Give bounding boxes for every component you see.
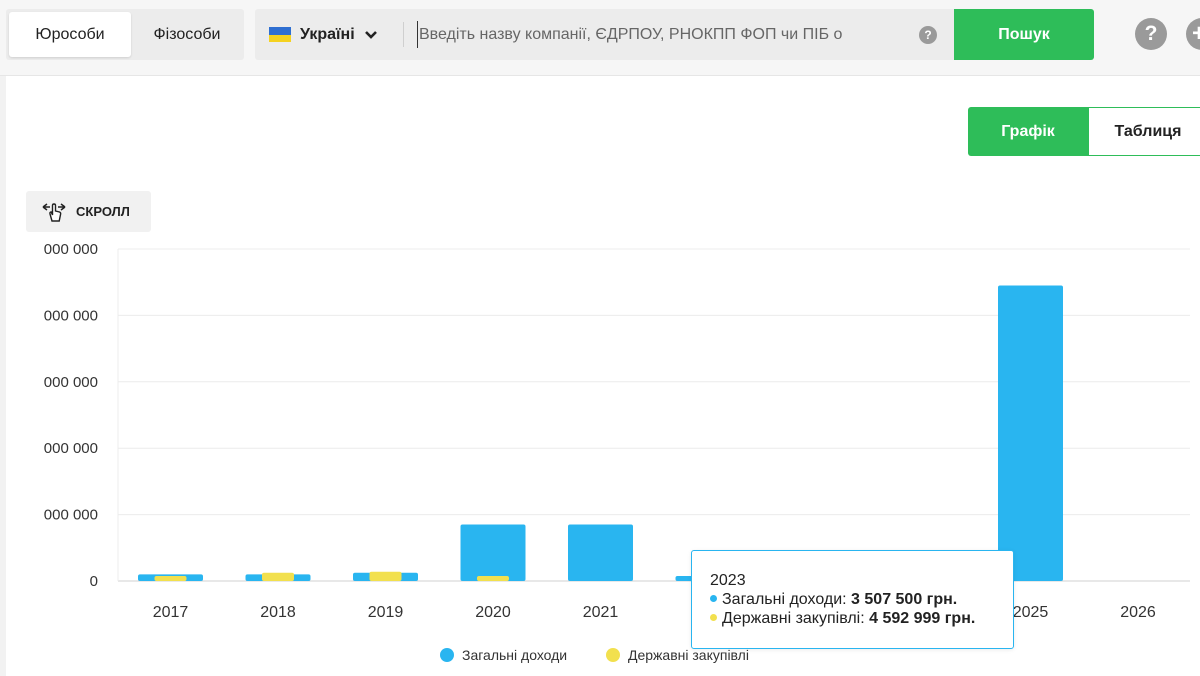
y-tick-label: 0 bbox=[90, 573, 98, 590]
swipe-hand-icon bbox=[42, 202, 66, 222]
x-tick-label: 2018 bbox=[260, 604, 296, 621]
top-bar: Юрособи Фізособи Україні ? Пошук ? + bbox=[0, 0, 1200, 76]
left-panel-edge bbox=[0, 76, 6, 676]
tooltip-procurement-dot bbox=[710, 614, 717, 622]
table-view-button[interactable]: Таблиця bbox=[1088, 107, 1200, 156]
help-icon[interactable]: ? bbox=[1135, 18, 1167, 50]
search-bar: Україні ? bbox=[255, 9, 954, 60]
tooltip-income-label: Загальні доходи: bbox=[722, 591, 847, 608]
legend-income-dot[interactable] bbox=[440, 648, 454, 662]
legend-income-label[interactable]: Загальні доходи bbox=[462, 647, 567, 663]
tooltip-procurement-row: Державні закупівлі: 4 592 999 грн. bbox=[710, 609, 1013, 628]
revenue-chart: 0 000 000 000 000 000 000 000 000 000 000 201… bbox=[44, 241, 1190, 663]
country-selector[interactable]: Україні bbox=[269, 9, 378, 60]
chevron-down-icon bbox=[364, 30, 377, 39]
y-tick-label: 000 000 bbox=[44, 507, 98, 524]
scroll-label: СКРОЛЛ bbox=[76, 204, 130, 219]
search-help-icon[interactable]: ? bbox=[919, 26, 937, 44]
scroll-button[interactable]: СКРОЛЛ bbox=[26, 191, 151, 232]
y-tick-label: 000 000 bbox=[44, 307, 98, 324]
x-tick-label: 2020 bbox=[475, 604, 511, 621]
y-tick-label: 000 000 bbox=[44, 374, 98, 391]
y-tick-label: 000 000 bbox=[44, 440, 98, 457]
bar-procurement-2018[interactable] bbox=[262, 572, 294, 581]
entity-type-tabs: Юрособи Фізособи bbox=[6, 9, 244, 60]
view-toggle: Графік Таблиця bbox=[968, 107, 1200, 156]
bar-income-2020[interactable] bbox=[460, 524, 526, 581]
ukraine-flag-icon bbox=[269, 27, 291, 42]
tooltip-procurement-value: 4 592 999 грн. bbox=[869, 610, 976, 627]
tab-individuals[interactable]: Фізособи bbox=[153, 26, 221, 43]
tooltip-income-row: Загальні доходи: 3 507 500 грн. bbox=[710, 590, 1013, 609]
country-label: Україні bbox=[300, 25, 355, 43]
search-input[interactable] bbox=[417, 21, 901, 48]
bar-procurement-2019[interactable] bbox=[369, 571, 402, 581]
tab-legal-entities[interactable]: Юрособи bbox=[9, 12, 131, 57]
tooltip-income-dot bbox=[710, 595, 717, 603]
legend-procurement-dot[interactable] bbox=[606, 648, 620, 662]
tooltip-procurement-label: Державні закупівлі: bbox=[722, 610, 865, 627]
x-tick-label: 2026 bbox=[1120, 604, 1156, 621]
bar-procurement-2020[interactable] bbox=[477, 576, 509, 581]
bar-income-2021[interactable] bbox=[568, 524, 633, 581]
add-icon[interactable]: + bbox=[1186, 18, 1200, 50]
bar-income-2025[interactable] bbox=[998, 285, 1063, 581]
x-tick-label: 2017 bbox=[153, 604, 189, 621]
chart-tooltip: 2023 Загальні доходи: 3 507 500 грн. Дер… bbox=[691, 550, 1014, 649]
x-tick-label: 2025 bbox=[1013, 604, 1049, 621]
graph-view-button[interactable]: Графік bbox=[968, 107, 1088, 156]
divider bbox=[403, 22, 404, 47]
y-tick-label: 000 000 bbox=[44, 241, 98, 258]
tooltip-income-value: 3 507 500 грн. bbox=[851, 591, 958, 608]
x-tick-label: 2021 bbox=[583, 604, 619, 621]
search-button[interactable]: Пошук bbox=[954, 9, 1094, 60]
tooltip-title: 2023 bbox=[710, 572, 746, 589]
x-tick-label: 2019 bbox=[368, 604, 404, 621]
legend-procurement-label[interactable]: Державні закупівлі bbox=[628, 647, 749, 663]
bar-procurement-2017[interactable] bbox=[154, 576, 187, 581]
